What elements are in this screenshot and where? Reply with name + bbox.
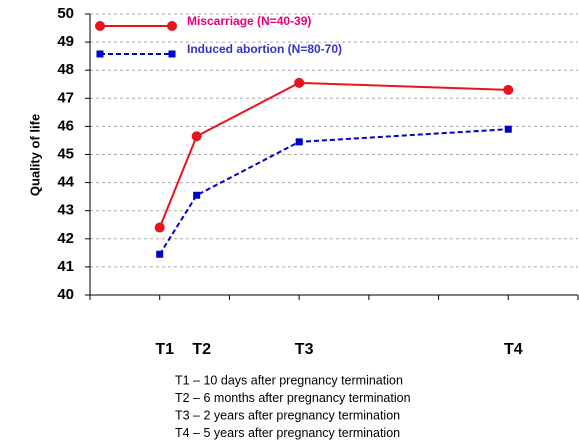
y-tick-label: 50 (57, 5, 74, 22)
x-tick-label: T1 (155, 341, 174, 358)
marker (154, 222, 165, 233)
marker (168, 50, 176, 58)
marker (504, 125, 512, 133)
marker (295, 138, 303, 146)
legend-label: Miscarriage (N=40-39) (187, 14, 311, 28)
y-tick-label: 46 (57, 117, 74, 134)
x-tick-label: T3 (295, 341, 314, 358)
y-tick-label: 45 (57, 145, 74, 162)
y-tick-label: 40 (57, 286, 74, 303)
footnote: T2 – 6 months after pregnancy terminatio… (175, 391, 411, 405)
x-tick-label: T4 (504, 341, 523, 358)
y-tick-label: 43 (57, 202, 74, 219)
marker (294, 77, 305, 88)
y-tick-label: 47 (57, 89, 74, 106)
series-line (158, 81, 509, 228)
series-line (158, 128, 509, 255)
y-tick-label: 42 (57, 230, 74, 247)
y-tick-label: 49 (57, 33, 74, 50)
marker (503, 84, 514, 95)
y-tick-label: 48 (57, 61, 74, 78)
footnote: T4 – 5 years after pregnancy termination (175, 426, 400, 440)
y-axis-label: Quality of life (27, 114, 42, 196)
legend-label: Induced abortion (N=80-70) (187, 42, 342, 56)
marker (96, 50, 104, 58)
footnote: T1 – 10 days after pregnancy termination (175, 373, 403, 387)
marker (193, 191, 201, 199)
marker (95, 21, 105, 31)
marker (156, 250, 164, 258)
x-tick-label: T2 (192, 341, 211, 358)
marker (167, 21, 177, 31)
y-tick-label: 41 (57, 258, 74, 275)
marker (191, 131, 202, 142)
y-tick-label: 44 (57, 174, 74, 191)
footnote: T3 – 2 years after pregnancy termination (175, 408, 400, 422)
